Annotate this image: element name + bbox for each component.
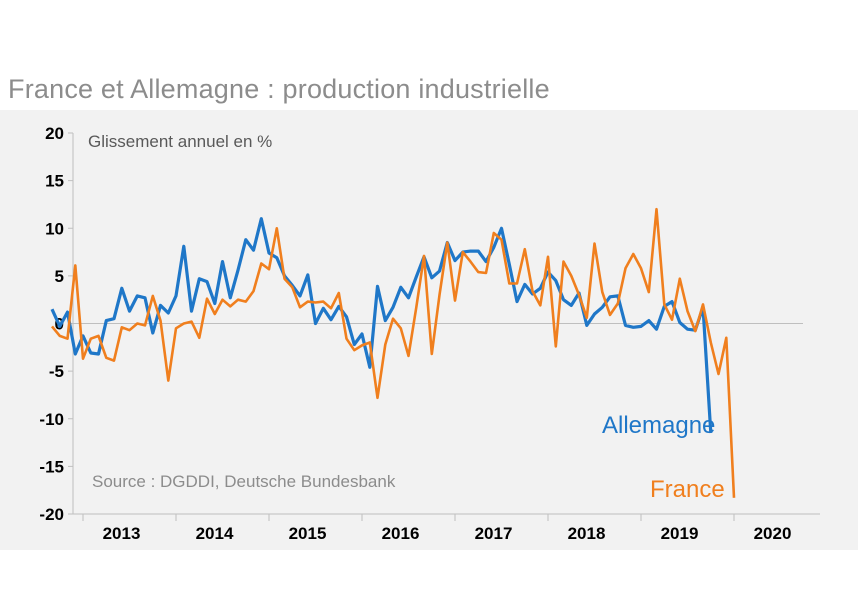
source-note: Source : DGDDI, Deutsche Bundesbank <box>92 472 396 491</box>
series-lines <box>50 207 736 498</box>
label-allemagne: Allemagne <box>602 412 715 439</box>
series-line-allemagne <box>50 217 713 434</box>
chart-title: France et Allemagne : production industr… <box>8 74 550 104</box>
x-tick-label: 2013 <box>103 524 141 543</box>
series-line-france <box>50 207 736 498</box>
x-tick-label: 2019 <box>661 524 699 543</box>
y-tick-label: -20 <box>39 505 64 524</box>
y-tick-label: -15 <box>39 457 64 476</box>
x-tick-label: 2018 <box>568 524 606 543</box>
label-france: France <box>650 476 725 503</box>
x-tick-label: 2016 <box>382 524 420 543</box>
y-tick-label: 20 <box>45 124 64 143</box>
x-tick-label: 2017 <box>475 524 513 543</box>
y-tick-label: 5 <box>55 267 64 286</box>
y-tick-label: 10 <box>45 219 64 238</box>
x-tick-label: 2020 <box>754 524 792 543</box>
y-tick-label: 15 <box>45 172 64 191</box>
x-tick-label: 2015 <box>289 524 327 543</box>
y-axis-label: Glissement annuel en % <box>88 132 272 151</box>
y-tick-label: -5 <box>49 362 64 381</box>
y-tick-label: -10 <box>39 410 64 429</box>
x-tick-label: 2014 <box>196 524 234 543</box>
